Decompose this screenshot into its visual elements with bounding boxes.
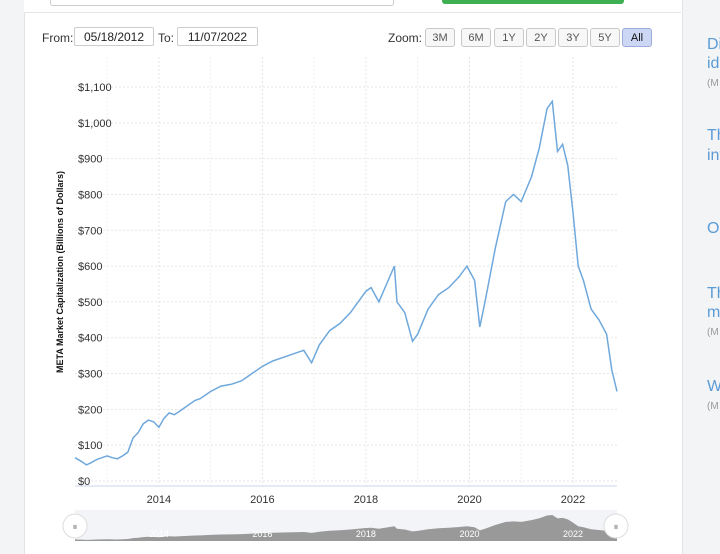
- x-tick-label: 2020: [457, 494, 481, 506]
- news-item-2-title-line2[interactable]: inv: [707, 147, 720, 164]
- zoom-3m-button[interactable]: 3M: [425, 28, 455, 47]
- zoom-5y-button[interactable]: 5Y: [590, 28, 620, 47]
- y-tick-label: $1,100: [78, 82, 112, 94]
- navigator-left-handle[interactable]: [62, 513, 88, 539]
- y-tick-label: $500: [78, 297, 102, 309]
- from-date-input[interactable]: 05/18/2012: [74, 27, 154, 46]
- market-cap-line: [74, 99, 618, 466]
- search-input[interactable]: [50, 0, 394, 6]
- news-item-1-source: (M: [707, 78, 719, 89]
- from-label: From:: [42, 31, 74, 45]
- x-tick-label: 2014: [147, 494, 171, 506]
- navigator-year-label: 2016: [252, 529, 272, 539]
- x-tick-label: 2022: [561, 494, 585, 506]
- news-item-4-source: (M: [707, 327, 719, 338]
- navigator[interactable]: 2014 2016 2018 2020 2022 ⏸ ⏸: [62, 510, 629, 541]
- zoom-3y-button[interactable]: 3Y: [558, 28, 588, 47]
- zoom-6m-button[interactable]: 6M: [461, 28, 491, 47]
- to-label: To:: [158, 31, 175, 45]
- navigator-right-handle-glyph: ⏸: [614, 522, 619, 533]
- zoom-1y-button[interactable]: 1Y: [494, 28, 524, 47]
- news-item-1-title[interactable]: Di: [707, 36, 720, 53]
- y-tick-label: $300: [78, 369, 102, 381]
- to-date-input[interactable]: 11/07/2022: [177, 27, 258, 46]
- navigator-year-label: 2018: [356, 529, 376, 539]
- navigator-left-handle-glyph: ⏸: [73, 522, 78, 533]
- y-tick-label: $100: [78, 440, 102, 452]
- y-tick-label: $800: [78, 189, 102, 201]
- navigator-year-label: 2014: [149, 529, 169, 539]
- navigator-right-handle[interactable]: [603, 513, 629, 539]
- y-tick-label: $600: [78, 261, 102, 273]
- y-tick-label: $400: [78, 333, 102, 345]
- y-tick-label: $0: [78, 476, 90, 488]
- news-item-5-title[interactable]: W: [707, 378, 720, 395]
- submit-button[interactable]: [442, 0, 624, 4]
- navigator-year-label: 2022: [563, 529, 583, 539]
- news-item-1-title-line2[interactable]: ide: [707, 55, 720, 72]
- navigator-year-label: 2020: [459, 529, 479, 539]
- y-tick-label: $200: [78, 404, 102, 416]
- y-tick-label: $1,000: [78, 118, 112, 130]
- y-axis-label: META Market Capitalization (Billions of …: [55, 171, 65, 373]
- zoom-all-button[interactable]: All: [622, 28, 652, 47]
- zoom-label: Zoom:: [388, 31, 423, 45]
- navigator-area: [75, 515, 617, 541]
- news-item-4-title-line2[interactable]: m: [707, 304, 720, 321]
- x-tick-label: 2016: [250, 494, 274, 506]
- y-tick-label: $700: [78, 225, 102, 237]
- x-tick-label: 2018: [354, 494, 378, 506]
- news-item-2-title[interactable]: Th: [707, 127, 720, 144]
- y-tick-label: $900: [78, 154, 102, 166]
- zoom-2y-button[interactable]: 2Y: [526, 28, 556, 47]
- news-item-3-title[interactable]: Oi: [707, 220, 720, 237]
- news-item-4-title[interactable]: Th: [707, 285, 720, 302]
- news-item-5-source: (M: [707, 401, 719, 412]
